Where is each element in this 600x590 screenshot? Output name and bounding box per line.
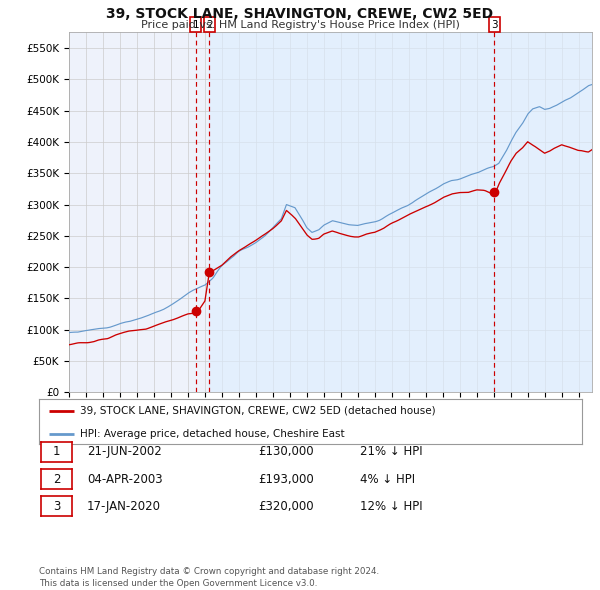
Text: 4% ↓ HPI: 4% ↓ HPI — [360, 473, 415, 486]
Text: HPI: Average price, detached house, Cheshire East: HPI: Average price, detached house, Ches… — [80, 429, 344, 439]
Bar — [209, 32, 592, 392]
Text: 17-JAN-2020: 17-JAN-2020 — [87, 500, 161, 513]
Text: 39, STOCK LANE, SHAVINGTON, CREWE, CW2 5ED: 39, STOCK LANE, SHAVINGTON, CREWE, CW2 5… — [106, 7, 494, 21]
Text: £130,000: £130,000 — [258, 445, 314, 458]
Text: 2: 2 — [206, 19, 212, 30]
Text: 04-APR-2003: 04-APR-2003 — [87, 473, 163, 486]
Text: 3: 3 — [491, 19, 497, 30]
Text: 1: 1 — [193, 19, 199, 30]
Text: £320,000: £320,000 — [258, 500, 314, 513]
Text: £193,000: £193,000 — [258, 473, 314, 486]
Text: 12% ↓ HPI: 12% ↓ HPI — [360, 500, 422, 513]
Text: 2: 2 — [53, 473, 60, 486]
Text: 1: 1 — [53, 445, 60, 458]
Text: 39, STOCK LANE, SHAVINGTON, CREWE, CW2 5ED (detached house): 39, STOCK LANE, SHAVINGTON, CREWE, CW2 5… — [80, 406, 436, 416]
Text: Contains HM Land Registry data © Crown copyright and database right 2024.
This d: Contains HM Land Registry data © Crown c… — [39, 568, 379, 588]
Text: 21-JUN-2002: 21-JUN-2002 — [87, 445, 162, 458]
Text: Price paid vs. HM Land Registry's House Price Index (HPI): Price paid vs. HM Land Registry's House … — [140, 20, 460, 30]
Text: 21% ↓ HPI: 21% ↓ HPI — [360, 445, 422, 458]
Text: 3: 3 — [53, 500, 60, 513]
